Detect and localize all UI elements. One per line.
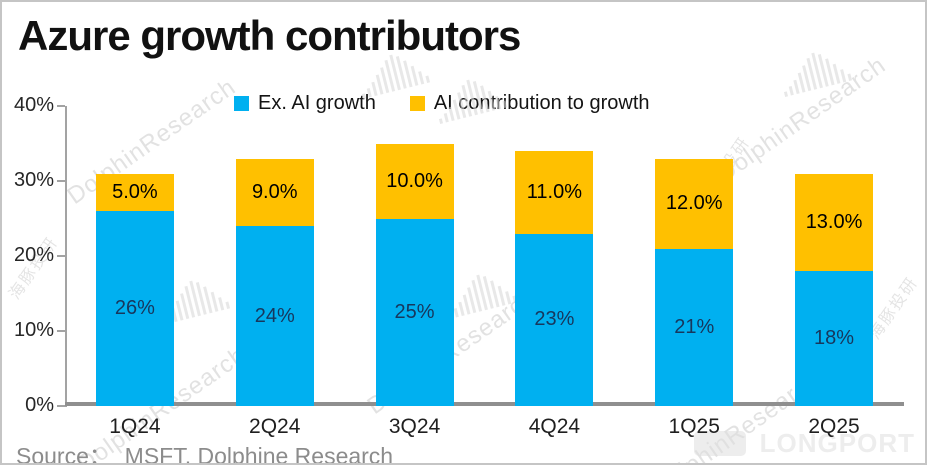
y-tick-mark — [57, 255, 65, 257]
bar-segment-ex-ai: 24% — [235, 226, 314, 406]
bar-value-label: 24% — [254, 304, 295, 327]
watermark-brand-chinese: 海豚投研 — [6, 234, 62, 303]
y-tick-label: 40% — [13, 94, 54, 116]
bar-value-label: 26% — [114, 297, 155, 319]
bar-column: 5.0% 26% — [65, 106, 205, 406]
bar-value-label: 21% — [674, 315, 715, 338]
bar-column: 10.0% 25% — [345, 106, 485, 406]
bar-segment-ai-contribution: 9.0% — [235, 158, 314, 226]
bar-column: 12.0% 21% — [624, 106, 764, 406]
bar-value-label: 18% — [814, 327, 855, 349]
legend-label-ex-ai: Ex. AI growth — [258, 92, 376, 114]
bar-value-label: 13.0% — [805, 210, 863, 233]
bar-value-label: 5.0% — [112, 180, 158, 203]
y-tick-label: 30% — [13, 169, 54, 191]
bar-segment-ex-ai: 23% — [515, 233, 594, 406]
bar-segment-ex-ai: 21% — [655, 248, 734, 406]
bar-segment-ex-ai: 25% — [375, 218, 454, 406]
legend-swatch-yellow-icon — [409, 96, 425, 111]
y-tick-mark — [57, 330, 65, 332]
bar-value-label: 11.0% — [526, 180, 582, 203]
bar-segment-ai-contribution: 5.0% — [95, 173, 174, 211]
y-tick-mark — [57, 180, 65, 182]
bar-segment-ex-ai: 18% — [795, 271, 874, 406]
category-label: 4Q24 — [528, 415, 581, 438]
y-tick-label: 20% — [13, 244, 54, 266]
y-tick-mark — [57, 405, 65, 407]
bar-column: 9.0% 24% — [205, 106, 345, 406]
longport-watermark: LONGPORT — [693, 428, 915, 459]
bar-segment-ex-ai: 26% — [95, 211, 174, 406]
plot-area: 5.0% 26% 9.0% 24% 10.0% 25% 11.0% 23% 12.0% 21% 13… — [65, 106, 904, 406]
x-axis-line — [65, 402, 904, 406]
category-label: 1Q24 — [109, 415, 161, 438]
bar-segment-ai-contribution: 11.0% — [515, 151, 594, 234]
bar-value-label: 10.0% — [386, 169, 443, 192]
bar-segment-ai-contribution: 10.0% — [375, 143, 454, 219]
category-label: 2Q24 — [249, 415, 301, 438]
bar-value-label: 12.0% — [665, 192, 723, 214]
chart-title: Azure growth contributors — [18, 12, 521, 59]
bar-column: 13.0% 18% — [764, 106, 904, 406]
bar-column: 11.0% 23% — [484, 106, 624, 406]
source-note: Source： MSFT, Dolphine Research — [16, 443, 394, 465]
longport-wordmark: LONGPORT — [759, 428, 915, 458]
category-label: 2Q25 — [808, 415, 860, 438]
y-tick-mark — [57, 105, 65, 107]
bar-value-label: 25% — [394, 300, 435, 323]
bar-value-label: 23% — [534, 308, 575, 331]
longport-logo-icon — [693, 431, 746, 456]
y-tick-label: 0% — [25, 394, 54, 416]
y-axis-line — [65, 106, 67, 407]
bar-value-label: 9.0% — [251, 180, 298, 203]
bar-segment-ai-contribution: 13.0% — [795, 173, 874, 271]
y-tick-label: 10% — [13, 319, 54, 341]
watermark-bars-icon — [775, 40, 858, 104]
legend-swatch-blue-icon — [234, 96, 249, 111]
legend-item-ex-ai: Ex. AI growth — [234, 92, 376, 115]
category-axis: 1Q24 2Q24 3Q24 4Q24 1Q25 2Q25 — [65, 415, 904, 439]
category-label: 1Q25 — [668, 415, 720, 438]
bar-segment-ai-contribution: 12.0% — [655, 158, 734, 249]
category-label: 3Q24 — [388, 415, 441, 438]
